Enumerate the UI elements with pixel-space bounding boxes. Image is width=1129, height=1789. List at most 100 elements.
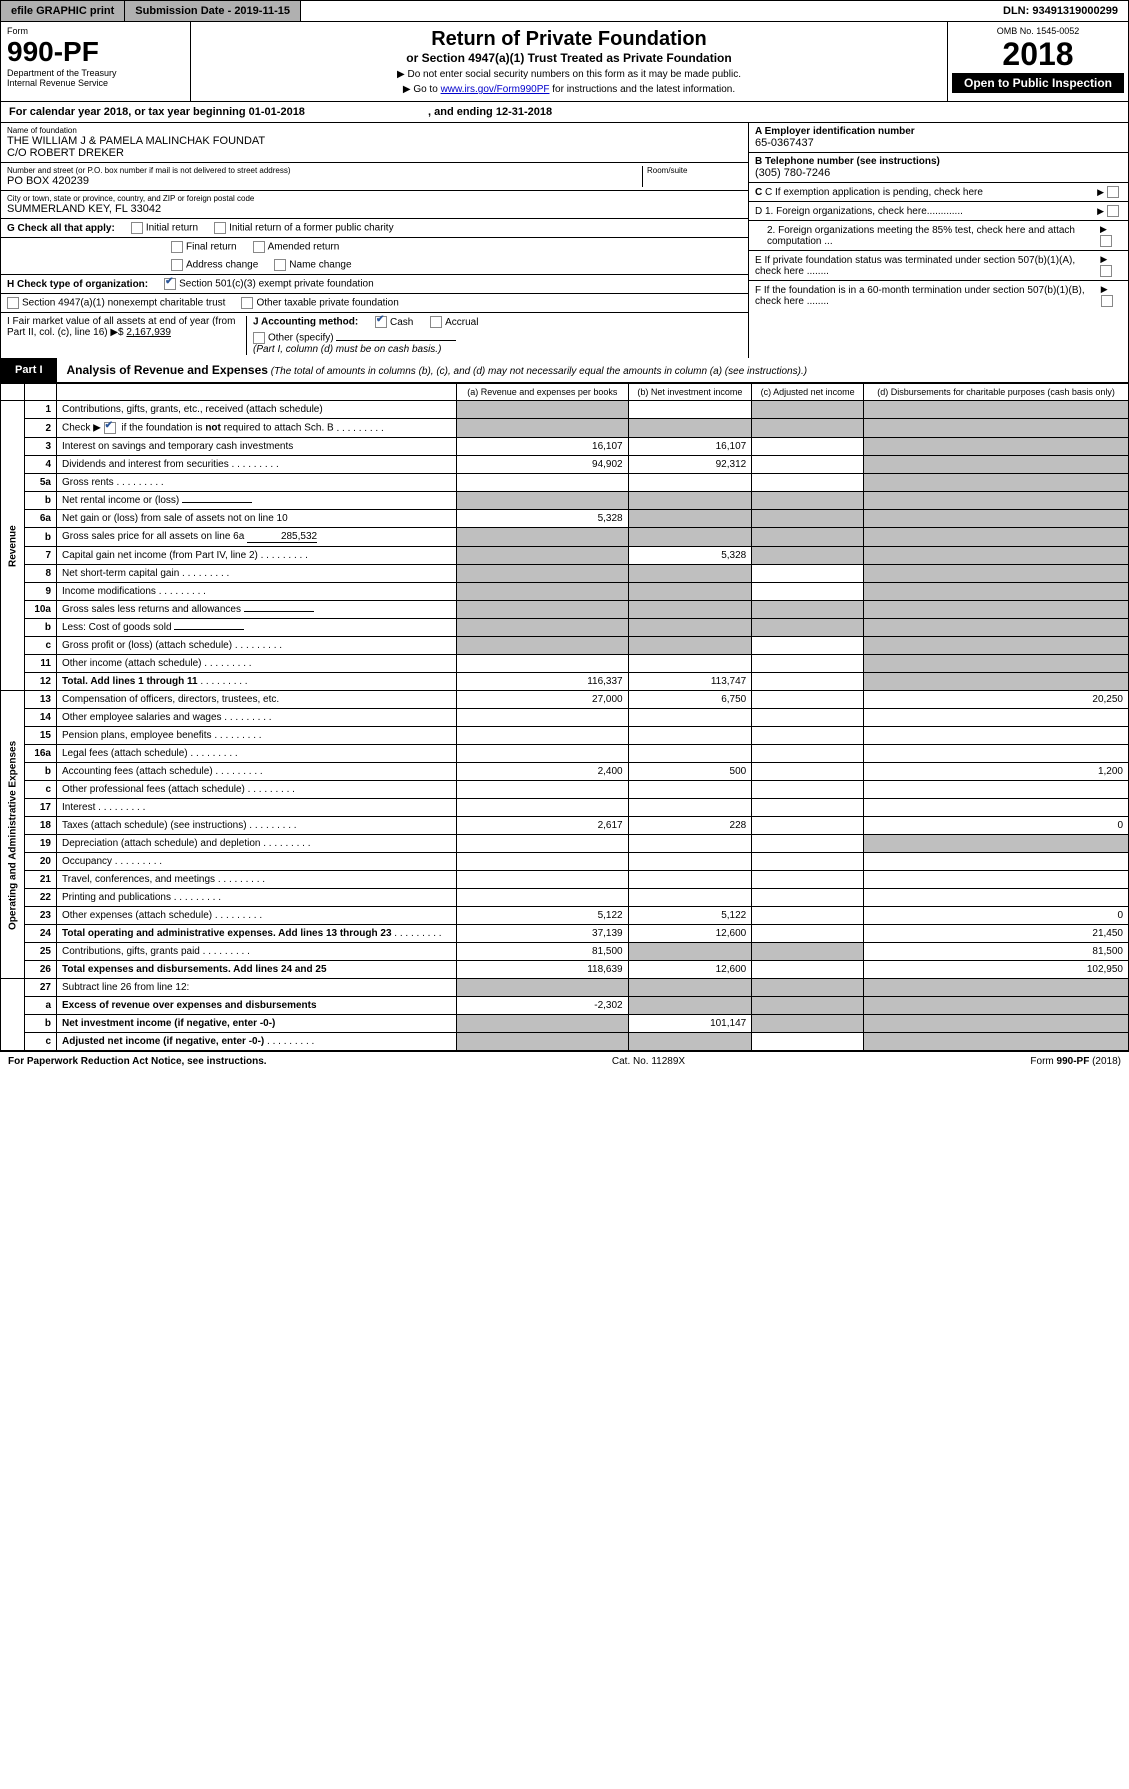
cell-11-a [457, 655, 629, 673]
cell-8-d [864, 565, 1129, 583]
checkbox-4947[interactable] [7, 297, 19, 309]
line-description: Gross sales less returns and allowances [57, 601, 457, 619]
cell-22-a [457, 889, 629, 907]
cell-6a-b [628, 510, 752, 528]
cell-23-c [752, 907, 864, 925]
cell-a-c [752, 997, 864, 1015]
cell-10a-c [752, 601, 864, 619]
cell-b-c [752, 763, 864, 781]
cell-4-b: 92,312 [628, 456, 752, 474]
cal-begin: 01-01-2018 [249, 106, 305, 118]
topbar: efile GRAPHIC print Submission Date - 20… [0, 0, 1129, 22]
submission-date: Submission Date - 2019-11-15 [125, 1, 301, 21]
line-number: 2 [25, 419, 57, 438]
line-description: Other expenses (attach schedule) [57, 907, 457, 925]
cell-16a-c [752, 745, 864, 763]
cell-14-b [628, 709, 752, 727]
checkbox-initial-public[interactable] [214, 222, 226, 234]
dln: DLN: 93491319000299 [993, 1, 1128, 21]
foundation-name: THE WILLIAM J & PAMELA MALINCHAK FOUNDAT [7, 135, 742, 147]
form-link[interactable]: www.irs.gov/Form990PF [441, 84, 550, 95]
j-other: Other (specify) [268, 333, 334, 344]
cell-a-b [628, 997, 752, 1015]
line-description: Contributions, gifts, grants paid [57, 943, 457, 961]
cell-14-d [864, 709, 1129, 727]
cell-a-a: -2,302 [457, 997, 629, 1015]
table-row: 20Occupancy [1, 853, 1129, 871]
table-row: 11Other income (attach schedule) [1, 655, 1129, 673]
cell-27-a [457, 979, 629, 997]
line-number: c [25, 637, 57, 655]
cell-7-a [457, 547, 629, 565]
instr2-post: for instructions and the latest informat… [549, 84, 735, 95]
part1-tab: Part I [1, 358, 57, 382]
cell-6a-a: 5,328 [457, 510, 629, 528]
table-row: bNet investment income (if negative, ent… [1, 1015, 1129, 1033]
cell-3-c [752, 438, 864, 456]
cell-17-b [628, 799, 752, 817]
checkbox-accrual[interactable] [430, 316, 442, 328]
line-number: 19 [25, 835, 57, 853]
checkbox-e[interactable] [1100, 265, 1112, 277]
part1-title-text: Analysis of Revenue and Expenses [67, 363, 268, 377]
checkbox-d2[interactable] [1100, 235, 1112, 247]
line-description: Subtract line 26 from line 12: [57, 979, 457, 997]
cell-a-d [864, 997, 1129, 1015]
efile-print-button[interactable]: efile GRAPHIC print [1, 1, 125, 21]
checkbox-f[interactable] [1101, 295, 1113, 307]
checkbox-name-change[interactable] [274, 259, 286, 271]
cell-21-d [864, 871, 1129, 889]
cell-4-a: 94,902 [457, 456, 629, 474]
line-number: 15 [25, 727, 57, 745]
checkbox-501c3[interactable] [164, 278, 176, 290]
cell-25-c [752, 943, 864, 961]
j-accrual: Accrual [445, 317, 478, 328]
city: SUMMERLAND KEY, FL 33042 [7, 203, 742, 215]
cell-9-a [457, 583, 629, 601]
checkbox-cash[interactable] [375, 316, 387, 328]
g-4: Address change [186, 260, 258, 271]
cell-15-c [752, 727, 864, 745]
line-description: Gross sales price for all assets on line… [57, 528, 457, 547]
checkbox-final-return[interactable] [171, 241, 183, 253]
cell-3-b: 16,107 [628, 438, 752, 456]
table-row: 14Other employee salaries and wages [1, 709, 1129, 727]
checkbox-initial-return[interactable] [131, 222, 143, 234]
checkbox-other-method[interactable] [253, 332, 265, 344]
table-row: cAdjusted net income (if negative, enter… [1, 1033, 1129, 1051]
line-description: Total operating and administrative expen… [57, 925, 457, 943]
line-number: a [25, 997, 57, 1015]
checkbox-address-change[interactable] [171, 259, 183, 271]
line-number: b [25, 492, 57, 510]
cell-27-d [864, 979, 1129, 997]
cell-15-d [864, 727, 1129, 745]
checkbox-c[interactable] [1107, 186, 1119, 198]
line-number: 20 [25, 853, 57, 871]
line-number: 16a [25, 745, 57, 763]
cell-27-b [628, 979, 752, 997]
table-row: 25Contributions, gifts, grants paid81,50… [1, 943, 1129, 961]
line-number: 24 [25, 925, 57, 943]
cell-20-c [752, 853, 864, 871]
cell-9-c [752, 583, 864, 601]
h-3: Other taxable private foundation [256, 298, 398, 309]
checkbox-amended[interactable] [253, 241, 265, 253]
d2-cell: 2. Foreign organizations meeting the 85%… [749, 221, 1128, 251]
checkbox-other-taxable[interactable] [241, 297, 253, 309]
cell-8-a [457, 565, 629, 583]
cell-2-d [864, 419, 1129, 438]
cal-mid: , and ending [425, 106, 496, 118]
line-number: 21 [25, 871, 57, 889]
g-1: Initial return of a former public charit… [229, 223, 394, 234]
name-label: Name of foundation [7, 126, 742, 135]
cell-19-a [457, 835, 629, 853]
line-description: Depreciation (attach schedule) and deple… [57, 835, 457, 853]
checkbox-d1[interactable] [1107, 205, 1119, 217]
table-row: 2Check ▶ if the foundation is not requir… [1, 419, 1129, 438]
col-a: (a) Revenue and expenses per books [457, 384, 629, 401]
line-description: Net short-term capital gain [57, 565, 457, 583]
line-description: Other income (attach schedule) [57, 655, 457, 673]
table-row: 8Net short-term capital gain [1, 565, 1129, 583]
cell-2-b [628, 419, 752, 438]
table-row: 27Subtract line 26 from line 12: [1, 979, 1129, 997]
